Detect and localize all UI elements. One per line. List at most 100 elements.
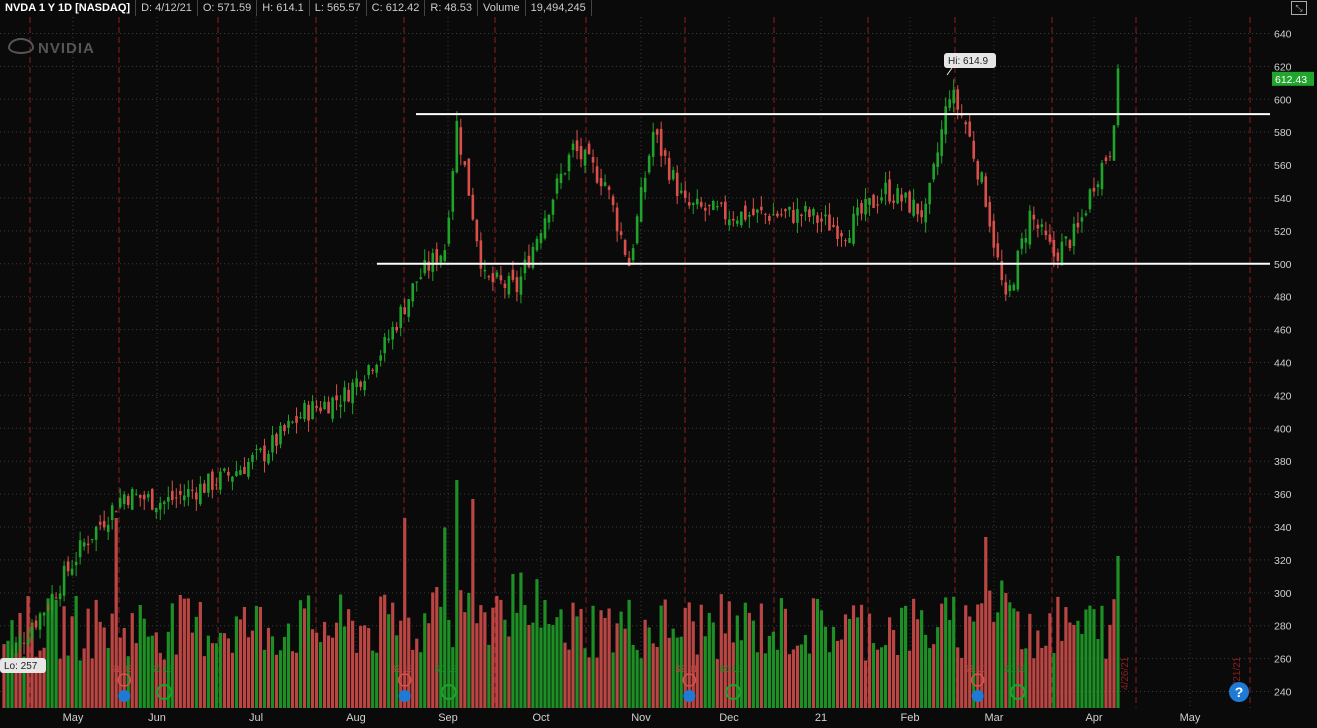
candle-body xyxy=(118,498,122,508)
volume-bar xyxy=(563,642,567,708)
candle-body xyxy=(976,160,980,180)
candle-body xyxy=(355,378,358,388)
candle-body xyxy=(1000,261,1004,281)
candle-body xyxy=(659,128,663,156)
volume-bar xyxy=(294,652,299,708)
expand-icon[interactable]: ⤡ xyxy=(1291,1,1307,15)
volume-bar xyxy=(803,634,808,708)
dividend-marker-icon xyxy=(1009,684,1026,700)
volume-bar xyxy=(519,572,523,708)
candle-body xyxy=(219,471,222,490)
volume-bar xyxy=(351,620,355,708)
candle-body xyxy=(150,489,154,510)
volume-bar xyxy=(1040,647,1044,708)
volume-bar xyxy=(567,649,571,708)
candle-body xyxy=(944,106,947,135)
candle-body xyxy=(792,209,795,223)
candle-body xyxy=(824,214,827,217)
candle-body xyxy=(952,89,956,104)
candle-body xyxy=(263,445,266,462)
candle-body xyxy=(1008,285,1012,292)
candle-body xyxy=(191,489,194,491)
volume-bar xyxy=(1012,608,1016,708)
candle-body xyxy=(275,433,278,446)
candle-body xyxy=(1076,222,1080,228)
volume-bar xyxy=(82,648,86,708)
candle-body xyxy=(635,216,639,244)
volume-bar xyxy=(627,599,631,708)
volume-bar xyxy=(290,651,295,708)
candle-body xyxy=(371,369,374,371)
volume-bar xyxy=(479,605,483,708)
symbol-label[interactable]: NVDA 1 Y 1D [NASDAQ] xyxy=(0,0,137,16)
candle-body xyxy=(1028,210,1032,245)
candle-body xyxy=(14,642,18,655)
volume-bar xyxy=(46,598,50,708)
candle-body xyxy=(379,355,382,361)
volume-bar xyxy=(715,659,719,708)
volume-bar xyxy=(250,630,255,708)
candle-body xyxy=(475,219,479,242)
candle-body xyxy=(816,215,819,223)
candle-body xyxy=(844,240,847,242)
candle-body xyxy=(551,199,555,215)
low-value: L: 565.57 xyxy=(310,0,367,16)
volume-bar xyxy=(459,590,463,708)
volume-bar xyxy=(723,633,727,708)
volume-bar xyxy=(70,616,74,708)
candle-body xyxy=(291,421,294,423)
price-tick-label: 360 xyxy=(1274,489,1292,501)
volume-bar xyxy=(254,606,259,708)
candle-body xyxy=(122,494,126,505)
volume-bar xyxy=(936,627,940,708)
candle-body xyxy=(860,202,863,214)
volume-bar xyxy=(543,600,547,708)
volume-bar xyxy=(759,603,763,708)
candle-body xyxy=(215,484,218,486)
candle-body xyxy=(307,404,310,421)
candle-body xyxy=(511,269,515,280)
candle-body xyxy=(732,218,735,221)
volume-bar xyxy=(306,595,311,708)
volume-bar xyxy=(50,594,54,708)
volume-bar xyxy=(908,650,912,708)
candle-body xyxy=(539,233,543,244)
time-tick-label: Oct xyxy=(532,712,549,724)
volume-bar xyxy=(739,640,743,708)
price-tick-label: 260 xyxy=(1274,654,1292,666)
volume-bar xyxy=(647,627,651,708)
volume-bar xyxy=(1112,599,1116,708)
volume-bar xyxy=(86,608,90,708)
candle-body xyxy=(631,248,635,261)
volume-bar xyxy=(443,527,447,708)
volume-bar xyxy=(823,626,828,708)
candle-body xyxy=(102,520,106,528)
candle-body xyxy=(623,240,627,255)
volume-bar xyxy=(102,627,106,708)
candle-body xyxy=(796,208,799,223)
event-markers[interactable]: $1.98 $0.16 $2.18 $0.16 $2.91 $0.16 $3.10 $0.16 xyxy=(110,664,1026,702)
candle-body xyxy=(748,214,751,217)
help-button[interactable]: ? xyxy=(1229,682,1249,702)
volume-label[interactable]: Volume xyxy=(478,0,526,16)
candle-body xyxy=(1104,157,1108,161)
volume-bar xyxy=(503,619,507,708)
candle-body xyxy=(247,462,250,477)
volume-bar xyxy=(751,620,755,708)
candle-body xyxy=(363,380,366,391)
price-tick-label: 540 xyxy=(1274,193,1292,205)
time-tick-label: Mar xyxy=(985,712,1004,724)
logo-text: NVIDIA xyxy=(38,40,95,57)
volume-bar xyxy=(98,621,102,708)
candle-body xyxy=(74,561,78,566)
candle-body xyxy=(114,511,118,513)
candle-body xyxy=(367,365,370,376)
volume-bar xyxy=(659,605,663,708)
candle-body xyxy=(195,492,198,500)
candle-body xyxy=(527,255,531,268)
volume-bar xyxy=(863,660,868,708)
drawn-levels[interactable] xyxy=(377,113,1270,265)
candle-body xyxy=(784,209,787,212)
candle-body xyxy=(303,402,306,420)
